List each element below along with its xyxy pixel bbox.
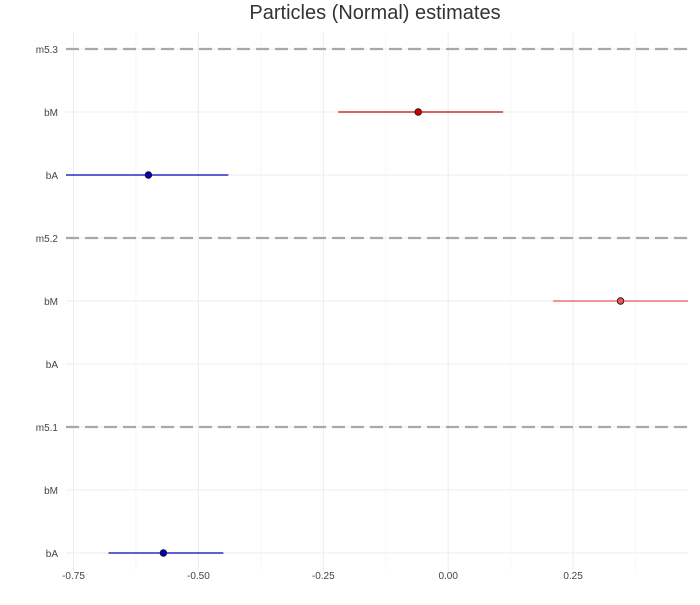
- separator-lines: [66, 47, 688, 429]
- estimate-point: [144, 171, 153, 179]
- interval-lines: [66, 111, 688, 554]
- y-tick-label: bM: [44, 297, 58, 308]
- y-tick-label: m5.1: [36, 423, 59, 434]
- y-tick-label: bM: [44, 108, 58, 119]
- chart-title: Particles (Normal) estimates: [249, 2, 500, 24]
- estimate-point: [414, 108, 422, 116]
- y-tick-label: m5.2: [36, 234, 59, 245]
- x-tick-label: -0.50: [187, 571, 210, 582]
- estimate-points: [144, 108, 625, 557]
- y-tick-label: bA: [46, 549, 59, 560]
- estimate-point: [159, 549, 168, 557]
- y-tick-label: bA: [46, 360, 59, 371]
- x-tick-label: 0.25: [563, 571, 583, 582]
- y-tick-labels: m5.3 bM bA m5.2 bM bA m5.1 bM bA: [36, 45, 59, 560]
- x-tick-label: -0.75: [62, 571, 85, 582]
- estimate-point: [616, 297, 625, 305]
- y-tick-label: bM: [44, 486, 58, 497]
- x-tick-label: -0.25: [312, 571, 335, 582]
- x-tick-labels: -0.75 -0.50 -0.25 0.00 0.25: [62, 571, 583, 582]
- x-tick-label: 0.00: [438, 571, 458, 582]
- y-tick-label: bA: [46, 171, 59, 182]
- y-tick-label: m5.3: [36, 45, 59, 56]
